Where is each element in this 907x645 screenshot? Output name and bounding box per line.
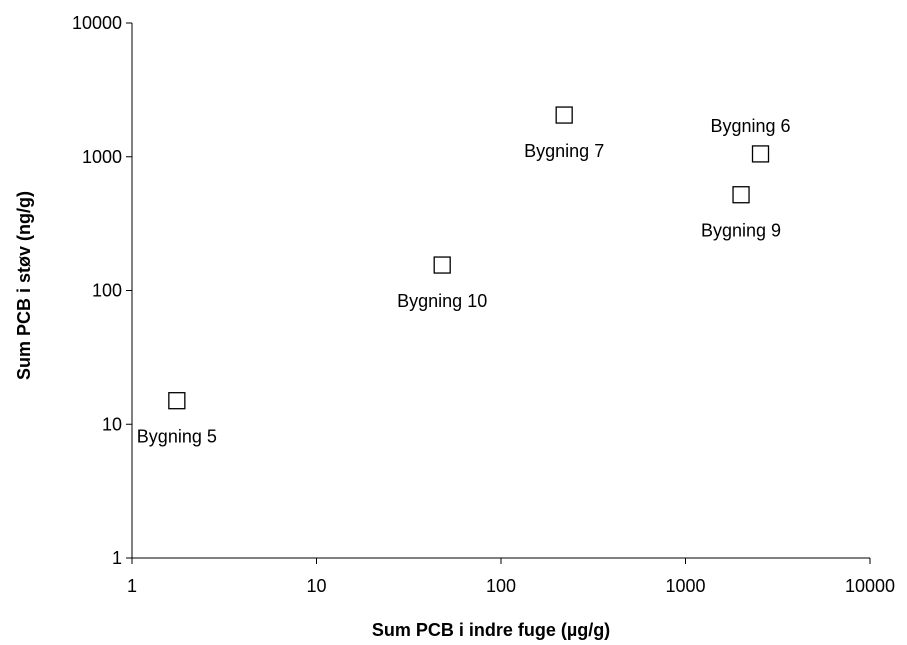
y-axis-ticks: 1 10 100 1000 10000: [72, 13, 132, 568]
square-marker: [555, 106, 573, 124]
y-axis-title: Sum PCB i støv (ng/g): [14, 191, 34, 380]
data-point: Bygning 10: [397, 256, 487, 311]
point-label: Bygning 5: [137, 427, 217, 447]
square-marker: [751, 145, 770, 163]
x-axis-ticks: 1 10 100 1000 10000: [127, 558, 895, 596]
data-point: Bygning 7: [524, 106, 604, 161]
point-label: Bygning 7: [524, 141, 604, 161]
y-tick-label: 10000: [72, 13, 122, 33]
square-marker: [732, 186, 750, 204]
point-label: Bygning 10: [397, 291, 487, 311]
x-tick-label: 1: [127, 576, 137, 596]
x-axis-title: Sum PCB i indre fuge (µg/g): [372, 620, 610, 640]
x-tick-label: 100: [486, 576, 516, 596]
y-tick-label: 1: [112, 548, 122, 568]
x-tick-label: 10: [306, 576, 326, 596]
square-marker: [168, 392, 186, 410]
point-label: Bygning 9: [701, 221, 781, 241]
data-point: Bygning 9: [701, 186, 781, 241]
data-point: Bygning 5: [137, 392, 217, 447]
y-tick-label: 10: [102, 414, 122, 434]
data-points: Bygning 5 Bygning 10 Bygning 7 Bygning 9 Byg…: [137, 106, 791, 447]
x-tick-label: 1000: [665, 576, 705, 596]
point-label: Bygning 6: [710, 116, 790, 136]
square-marker: [433, 256, 451, 274]
x-tick-label: 10000: [845, 576, 895, 596]
data-point: Bygning 6: [710, 116, 791, 163]
y-tick-label: 100: [92, 281, 122, 301]
y-tick-label: 1000: [82, 147, 122, 167]
